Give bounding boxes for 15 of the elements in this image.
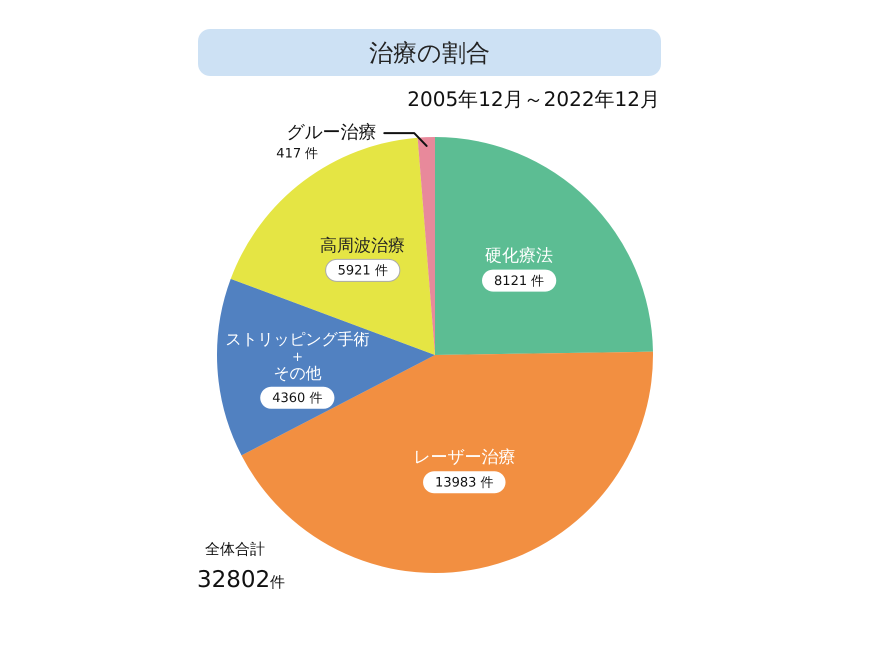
slice-label: グルー治療: [286, 122, 376, 143]
text: 32802件: [197, 566, 286, 595]
slice-label: レーザー治療: [413, 448, 516, 468]
data-label: 417 件: [276, 146, 318, 162]
data-label: 4360 件: [272, 391, 322, 406]
title-banner: 治療の割合: [198, 29, 661, 76]
data-label: 13983 件: [435, 476, 494, 491]
slice-label: ストリッピング手術＋その他: [225, 329, 370, 382]
slice-label: 高周波治療: [320, 236, 406, 256]
data-label: 5921 件: [338, 264, 388, 279]
chart-title: 治療の割合: [369, 38, 490, 66]
data-label: 8121 件: [494, 274, 544, 289]
slice-label: 硬化療法: [485, 246, 554, 266]
chart-subtitle: 2005年12月～2022年12月: [407, 87, 660, 111]
text: 全体合計: [205, 539, 265, 560]
